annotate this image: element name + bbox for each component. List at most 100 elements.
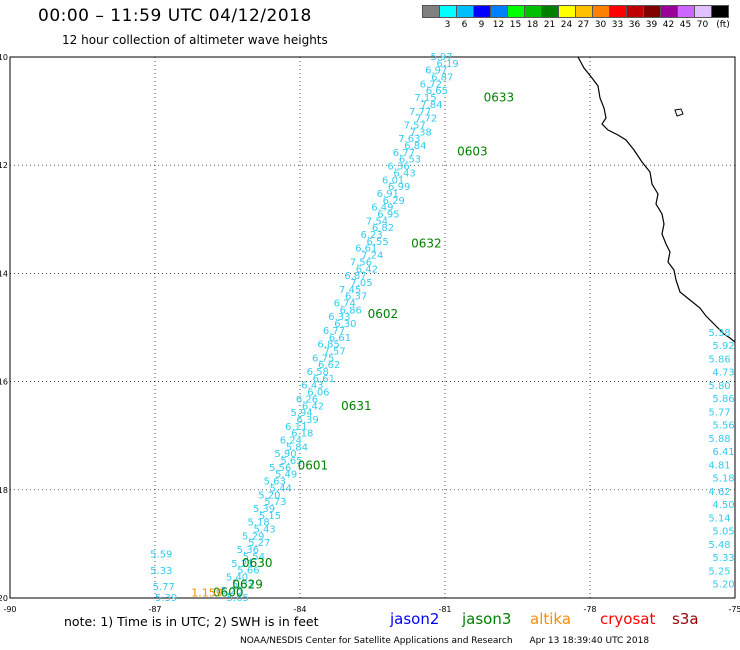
swh-value: 6.23 bbox=[361, 230, 383, 241]
west-swh-values: 5.59 5.33 5.775.39 bbox=[150, 550, 177, 604]
longitude-axis-labels: -90 -87 -84 -81 -78 -75 bbox=[3, 605, 740, 614]
swh-value: 6.37 bbox=[345, 292, 367, 303]
pass-time-label: 0633 bbox=[484, 91, 515, 105]
latitude-tick-label: -10 bbox=[0, 53, 8, 62]
longitude-tick-label: -90 bbox=[3, 605, 16, 614]
page-title: 00:00 – 11:59 UTC 04/12/2018 bbox=[38, 6, 312, 26]
swh-value: 5.80 bbox=[708, 381, 730, 392]
swh-value: 5.49 bbox=[275, 470, 297, 481]
longitude-tick-label: -78 bbox=[583, 605, 596, 614]
east-swh-track: 5.38 5.92 5.86 4.73 5.80 5.86 5.77 5.56 5.88 6.41… bbox=[708, 328, 734, 591]
swh-value: 6.53 bbox=[399, 155, 421, 166]
legend-label: 12 bbox=[492, 20, 505, 30]
swh-value: 5.84 bbox=[286, 442, 308, 453]
swh-value: 6.77 bbox=[323, 326, 345, 337]
swh-value: 5.65 bbox=[280, 456, 302, 467]
swh-value: 7.15 bbox=[414, 93, 436, 104]
swh-value: 5.90 bbox=[274, 449, 296, 460]
swh-value: 7.05 bbox=[350, 278, 372, 289]
swh-value: 6.62 bbox=[318, 360, 340, 371]
swh-value: 6.87 bbox=[344, 271, 366, 282]
swh-value: 5.44 bbox=[270, 483, 292, 494]
swh-value: 7.24 bbox=[361, 251, 383, 262]
swh-value: 6.86 bbox=[340, 305, 362, 316]
plot-frame bbox=[9, 56, 736, 599]
south-america-coastline bbox=[577, 56, 736, 343]
latitude-tick-label: -12 bbox=[0, 161, 8, 170]
pass-time-label: 0601 bbox=[298, 458, 329, 472]
swh-value: 5.33 bbox=[232, 579, 254, 590]
swh-value: 5.48 bbox=[708, 540, 730, 551]
map-grid bbox=[10, 57, 735, 598]
legend-label: 9 bbox=[478, 20, 485, 30]
satellite-legend-altika: altika bbox=[530, 610, 572, 628]
latitude-axis-labels: -10 -12 -14 -16 -18 -20 bbox=[0, 53, 8, 603]
swh-value: 6.43 bbox=[301, 381, 323, 392]
latitude-tick-label: -18 bbox=[0, 486, 8, 495]
swh-value: 7.63 bbox=[398, 134, 420, 145]
swh-value: 5.56 bbox=[712, 421, 734, 432]
swh-value: 6.99 bbox=[388, 182, 410, 193]
swh-value: 7.54 bbox=[366, 216, 388, 227]
swh-value: 6.61 bbox=[355, 244, 377, 255]
island-outline bbox=[674, 108, 684, 117]
longitude-tick-label: -75 bbox=[728, 605, 740, 614]
legend-label: 27 bbox=[577, 20, 590, 30]
swh-value: 5.05 bbox=[712, 527, 734, 538]
pass-time-label: 0603 bbox=[457, 145, 488, 159]
longitude-tick-label: -81 bbox=[438, 605, 451, 614]
swh-value: 4.81 bbox=[708, 460, 730, 471]
swh-value: 5.94 bbox=[291, 408, 313, 419]
swh-value: 5.59 bbox=[150, 550, 172, 561]
swh-value: 5.33 bbox=[150, 566, 172, 577]
swh-value: 6.29 bbox=[383, 196, 405, 207]
swh-value: 6.42 bbox=[302, 401, 324, 412]
swh-value: 7.57 bbox=[323, 346, 345, 357]
jason3-swh-track: 5.976.196.976.876.726.657.157.847.777.72… bbox=[221, 52, 459, 604]
swh-value: 6.30 bbox=[334, 319, 356, 330]
credit-timestamp: Apr 13 18:39:40 UTC 2018 bbox=[529, 636, 650, 646]
swh-value: 5.86 bbox=[712, 394, 734, 405]
swh-value: 5.18 bbox=[712, 474, 734, 485]
swh-value: 6.84 bbox=[404, 141, 426, 152]
legend-label: 24 bbox=[560, 20, 573, 30]
legend-label: 39 bbox=[645, 20, 658, 30]
swh-value: 5.21 bbox=[231, 559, 253, 570]
swh-value: 5.63 bbox=[264, 477, 286, 488]
legend-label: 21 bbox=[543, 20, 556, 30]
swh-value: 6.72 bbox=[420, 79, 442, 90]
swh-value: 6.18 bbox=[291, 429, 313, 440]
swh-value: 5.40 bbox=[226, 572, 248, 583]
swh-value: 5.66 bbox=[237, 566, 259, 577]
swh-value: 6.82 bbox=[372, 223, 394, 234]
swh-value: 5.97 bbox=[431, 52, 453, 63]
swh-value: 5.18 bbox=[247, 518, 269, 529]
swh-value: 6.61 bbox=[313, 374, 335, 385]
swh-value: 5.39 bbox=[253, 504, 275, 515]
longitude-tick-label: -87 bbox=[148, 605, 161, 614]
swh-value: 5.29 bbox=[242, 531, 264, 542]
swh-value: 5.14 bbox=[708, 513, 730, 524]
swh-value: 6.55 bbox=[367, 237, 389, 248]
swh-value: 5.73 bbox=[264, 497, 286, 508]
swh-value: 5.39 bbox=[155, 593, 177, 604]
satellite-legend-s3a: s3a bbox=[672, 610, 699, 628]
swh-value: 7.56 bbox=[350, 257, 372, 268]
pass-time-label: 0630 bbox=[242, 556, 273, 570]
pass-time-label: 0600 bbox=[213, 586, 244, 600]
legend-label: 36 bbox=[628, 20, 641, 30]
swh-value: 6.87 bbox=[431, 73, 453, 84]
swh-value: 6.43 bbox=[393, 168, 415, 179]
swh-value: 5.77 bbox=[708, 407, 730, 418]
swh-value: 7.84 bbox=[420, 100, 442, 111]
satellite-legend-cryosat: cryosat bbox=[600, 610, 656, 628]
satellite-legend-jason2: jason2 bbox=[390, 610, 440, 628]
legend-label: 6 bbox=[461, 20, 468, 30]
swh-value: 6.85 bbox=[317, 340, 339, 351]
legend-label: 18 bbox=[526, 20, 539, 30]
swh-value: 6.19 bbox=[437, 59, 459, 70]
swh-value: 5.33 bbox=[712, 553, 734, 564]
swh-value: 6.01 bbox=[382, 175, 404, 186]
swh-value: 5.43 bbox=[253, 525, 275, 536]
altika-swh-value: 1.159 bbox=[191, 587, 223, 600]
